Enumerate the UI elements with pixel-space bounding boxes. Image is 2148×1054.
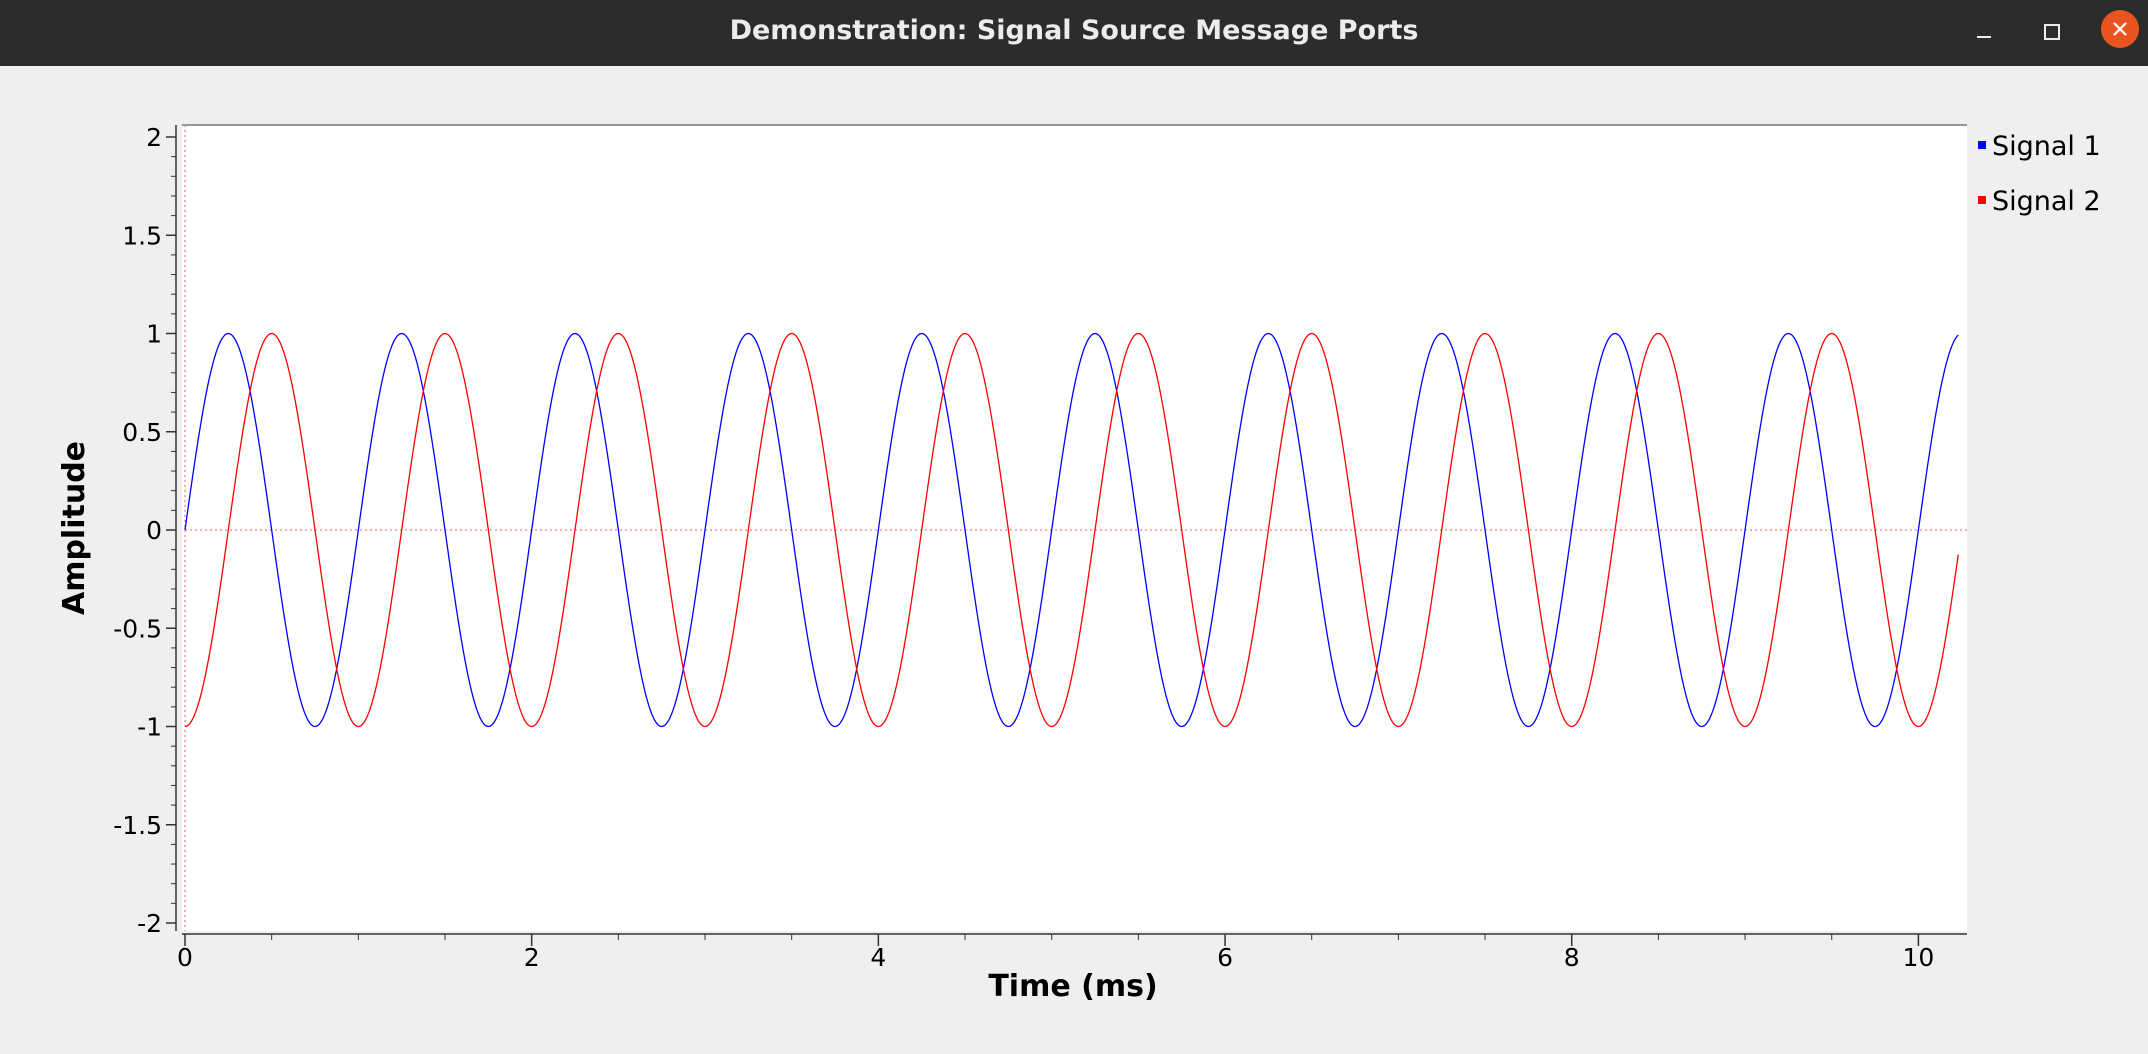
legend-label-signal-2: Signal 2 [1992, 186, 2101, 217]
window-title: Demonstration: Signal Source Message Por… [729, 15, 1419, 46]
x-minor-ticks [184, 934, 1919, 940]
minimize-button[interactable] [1964, 12, 2004, 52]
series-line-signal-2 [184, 332, 1959, 728]
legend-label-signal-1: Signal 1 [1992, 131, 2101, 162]
y-tick-label: 0 [146, 516, 162, 545]
x-tick-label: 8 [1564, 943, 1580, 972]
x-tick-label: 6 [1217, 943, 1233, 972]
maximize-icon [2044, 24, 2060, 40]
legend-swatch-signal-1 [1978, 141, 1986, 149]
y-tick-label: -2 [137, 909, 162, 938]
close-icon [2113, 22, 2127, 36]
y-tick-label: -0.5 [113, 614, 162, 643]
x-axis-label: Time (ms) [988, 969, 1157, 1004]
plot-canvas[interactable] [182, 125, 1967, 931]
legend-item-signal-1[interactable]: Signal 1 [1978, 131, 2101, 162]
y-tick-label: 1 [146, 320, 162, 349]
x-axis-ticks: 0 2 4 6 8 10 [177, 934, 1934, 972]
close-button[interactable] [2101, 10, 2139, 48]
series-line-signal-1 [184, 332, 1959, 728]
maximize-button[interactable] [2032, 12, 2072, 52]
window-titlebar: Demonstration: Signal Source Message Por… [0, 0, 2148, 66]
legend-item-signal-2[interactable]: Signal 2 [1978, 186, 2101, 217]
x-tick-label: 10 [1902, 943, 1934, 972]
y-tick-label: -1 [137, 713, 162, 742]
y-tick-label: 0.5 [122, 418, 162, 447]
y-tick-label: -1.5 [113, 811, 162, 840]
x-tick-label: 0 [177, 943, 193, 972]
y-axis-label: Amplitude [57, 441, 92, 615]
y-axis-ticks: 2 1.5 1 0.5 0 -0.5 -1 -1.5 -2 [113, 123, 176, 938]
time-sink-chart[interactable]: 21.510.50-0.5-1-1.5-2 0 2 4 6 8 10 Amplitude … [0, 66, 2148, 1050]
series-layer [184, 332, 1959, 728]
plot-area-container: 2 1.5 1 0.5 0 -0.5 -1 -1.5 -2 0 2 4 6 8 10 Amplitude … [0, 66, 2148, 1050]
x-tick-label: 2 [524, 943, 540, 972]
minimize-icon [1977, 36, 1991, 38]
legend[interactable]: Signal 1 Signal 2 [1978, 131, 2101, 217]
y-tick-label: 2 [146, 123, 162, 152]
legend-swatch-signal-2 [1978, 196, 1986, 204]
y-tick-label: 1.5 [122, 221, 162, 250]
x-tick-label: 4 [870, 943, 886, 972]
